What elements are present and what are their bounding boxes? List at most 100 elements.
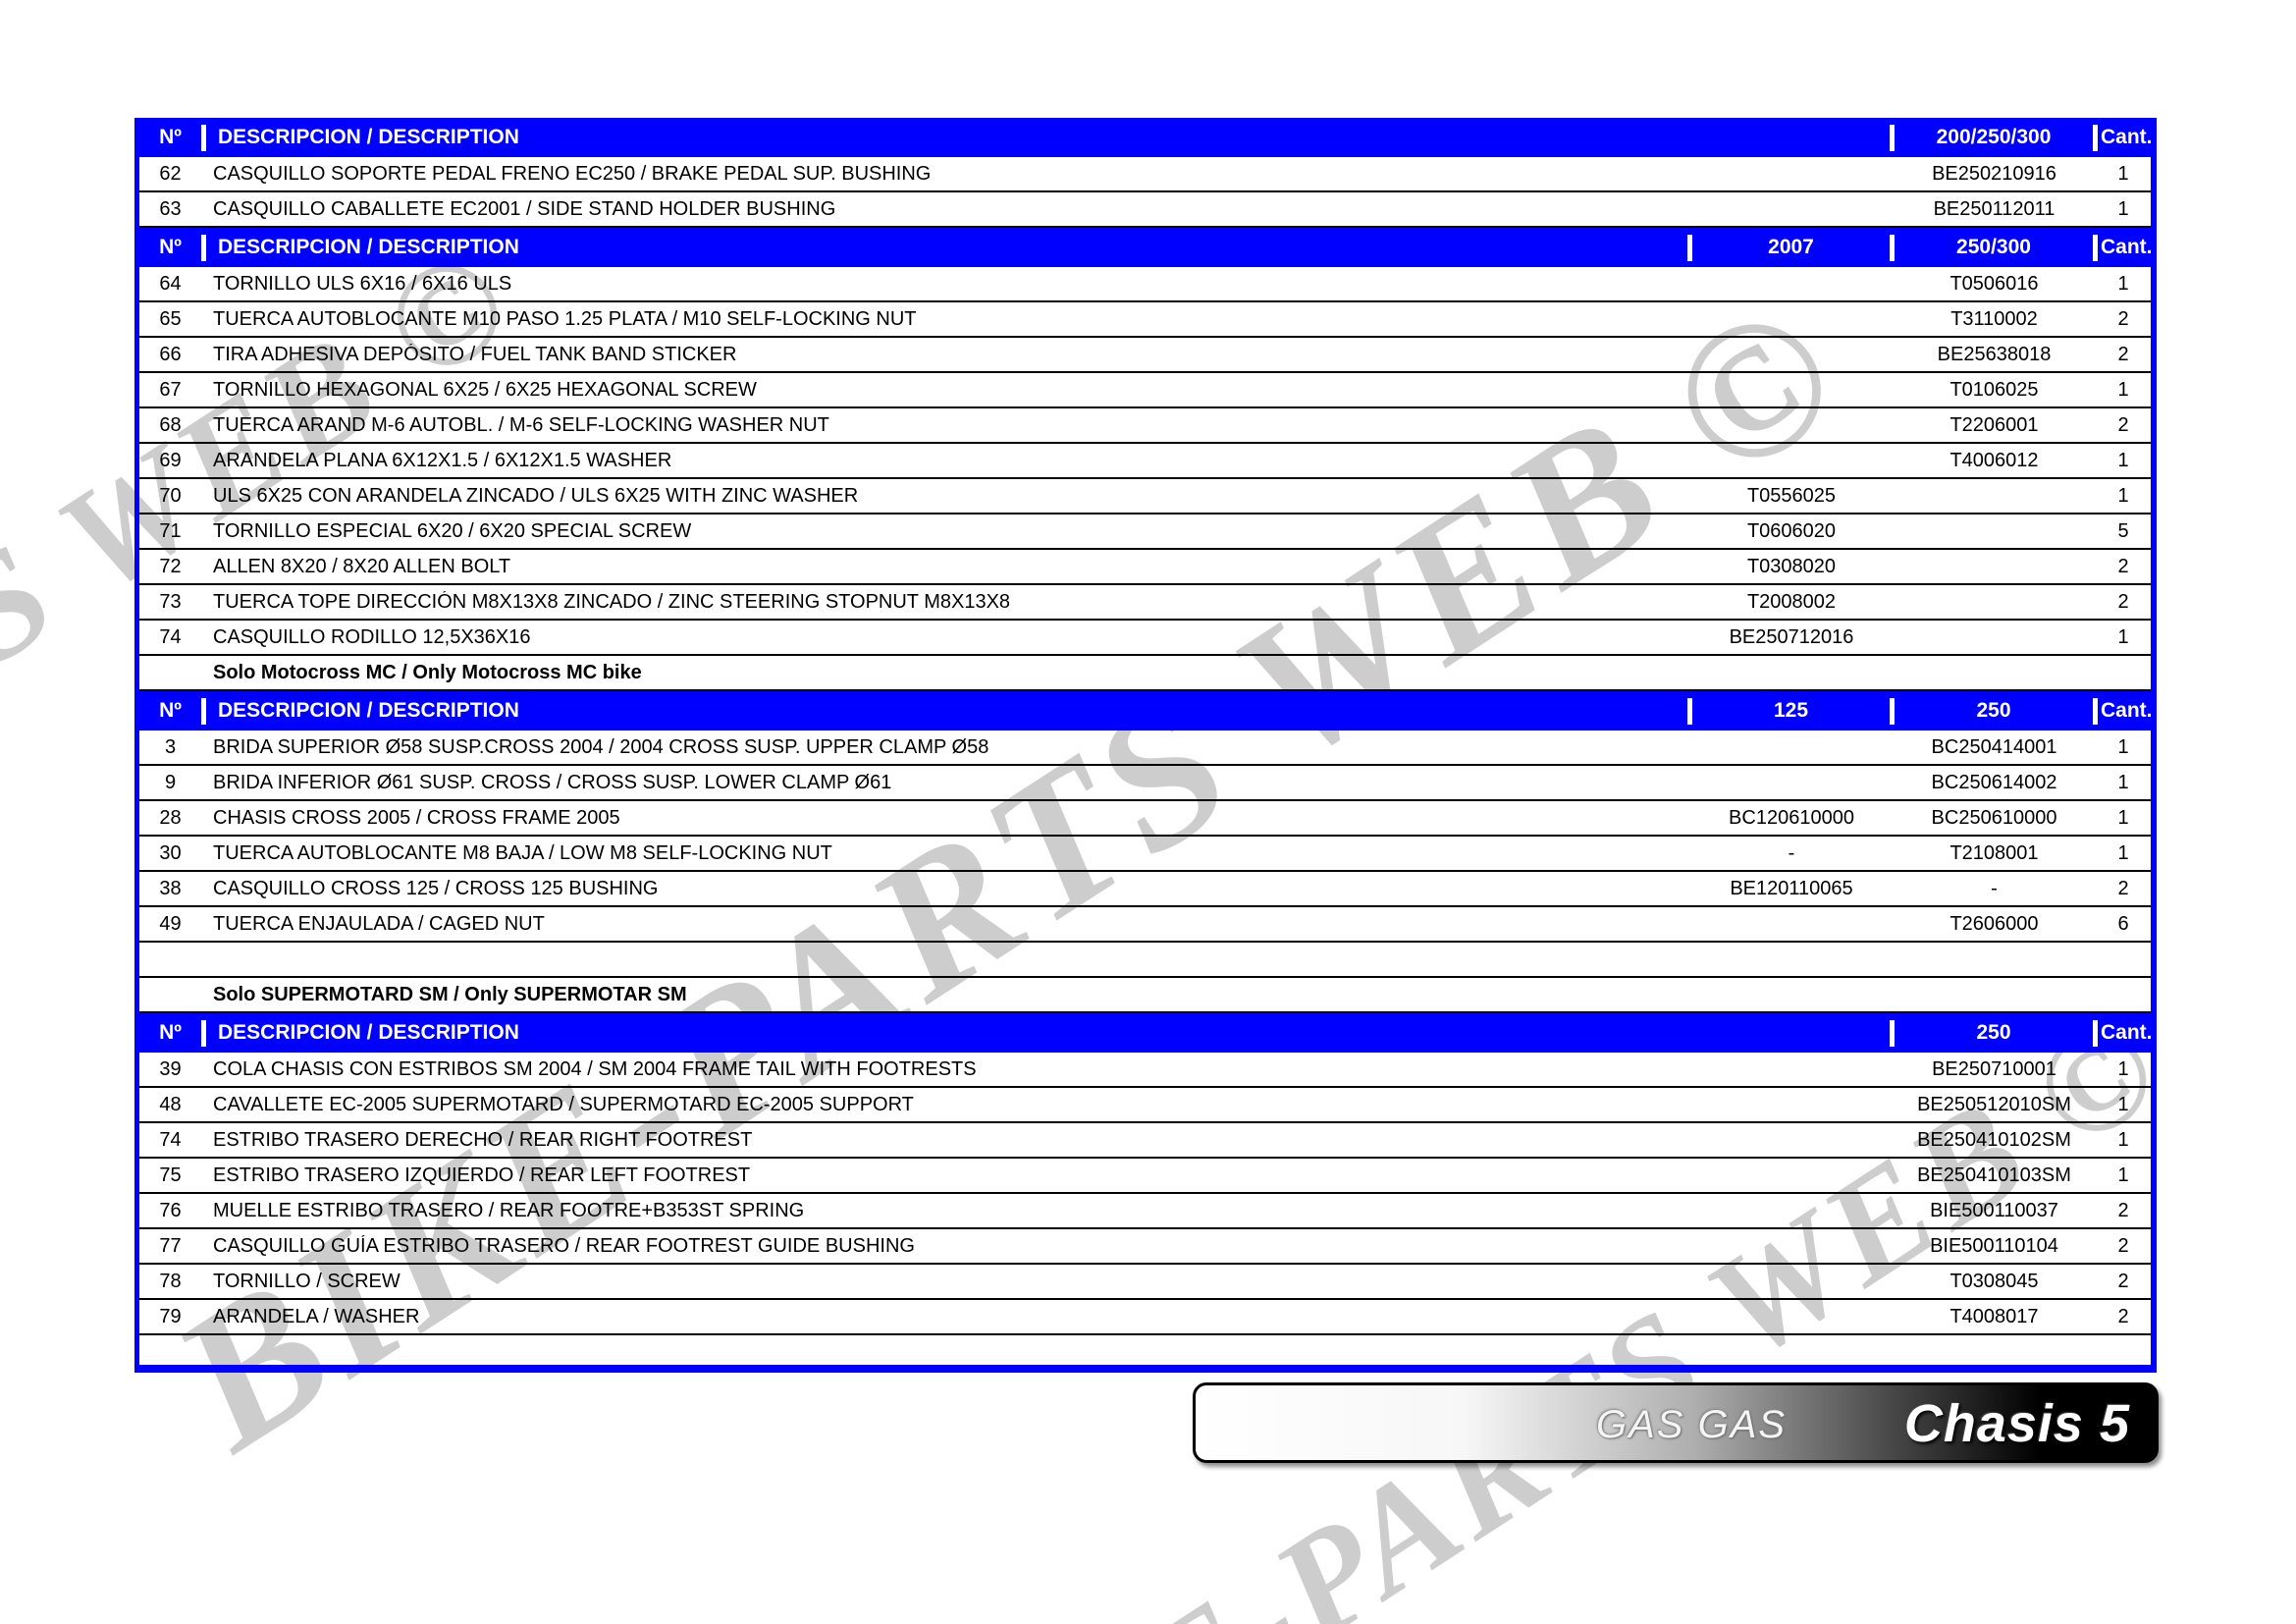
- part-description: TORNILLO ESPECIAL 6X20 / 6X20 SPECIAL SC…: [213, 519, 692, 542]
- part-description: TORNILLO / SCREW: [213, 1270, 400, 1292]
- part-ref-number: 39: [159, 1057, 182, 1080]
- header-number-label: Nº: [159, 236, 182, 258]
- table-row: 76 MUELLE ESTRIBO TRASERO / REAR FOOTRE+B…: [139, 1194, 2151, 1229]
- part-quantity: 2: [2117, 1270, 2129, 1292]
- header-separator-tick: [1890, 1019, 1895, 1047]
- part-ref-number: 68: [159, 413, 182, 436]
- part-ref-number: 67: [159, 378, 182, 401]
- header-model-column-label: 200/250/300: [1936, 126, 2052, 148]
- header-separator-tick: [1687, 697, 1692, 725]
- part-description: CASQUILLO SOPORTE PEDAL FRENO EC250 / BR…: [213, 162, 932, 185]
- part-ref-number: 49: [159, 912, 182, 935]
- part-description: ALLEN 8X20 / 8X20 ALLEN BOLT: [213, 555, 511, 577]
- part-description: ESTRIBO TRASERO DERECHO / REAR RIGHT FOO…: [213, 1128, 753, 1151]
- table-header-row: Nº DESCRIPCION / DESCRIPTION 2007 250/300 Ca…: [139, 228, 2153, 267]
- part-ref-number: 9: [164, 771, 177, 793]
- header-quantity-label: Cant.: [2101, 1021, 2153, 1044]
- part-number-col2: T0106025: [1949, 378, 2039, 401]
- part-description: CHASIS CROSS 2005 / CROSS FRAME 2005: [213, 806, 620, 829]
- part-ref-number: 76: [159, 1199, 182, 1221]
- header-description-label: DESCRIPCION / DESCRIPTION: [218, 236, 519, 258]
- part-quantity: 2: [2117, 1199, 2129, 1221]
- part-ref-number: 72: [159, 555, 182, 577]
- part-quantity: 2: [2117, 590, 2129, 613]
- header-model-column-label: 250/300: [1956, 236, 2031, 258]
- header-separator-tick: [2093, 124, 2098, 151]
- part-description: TUERCA ENJAULADA / CAGED NUT: [213, 912, 545, 935]
- table-row: 69 ARANDELA PLANA 6X12X1.5 / 6X12X1.5 WAS…: [139, 444, 2151, 479]
- part-description: ESTRIBO TRASERO IZQUIERDO / REAR LEFT FO…: [213, 1164, 751, 1186]
- part-number-col2: BE250112011: [1933, 197, 2056, 220]
- part-description: TUERCA ARAND M-6 AUTOBL. / M-6 SELF-LOCK…: [213, 413, 829, 436]
- part-number-col2: T0506016: [1949, 272, 2039, 295]
- part-description: CASQUILLO RODILLO 12,5X36X16: [213, 625, 531, 648]
- table-header-row: Nº DESCRIPCION / DESCRIPTION 200/250/300 Ca…: [139, 118, 2153, 157]
- part-quantity: 1: [2117, 1093, 2129, 1115]
- part-quantity: 2: [2117, 1305, 2129, 1327]
- part-description: CAVALLETE EC-2005 SUPERMOTARD / SUPERMOT…: [213, 1093, 914, 1115]
- part-number-col2: BE250210916: [1932, 162, 2056, 185]
- part-description: CASQUILLO CABALLETE EC2001 / SIDE STAND …: [213, 197, 836, 220]
- part-quantity: 2: [2117, 413, 2129, 436]
- header-separator-tick: [201, 1019, 206, 1047]
- table-row: 77 CASQUILLO GUÍA ESTRIBO TRASERO / REAR …: [139, 1229, 2151, 1265]
- table-row: 74 CASQUILLO RODILLO 12,5X36X16 BE25071201…: [139, 621, 2151, 656]
- part-ref-number: 78: [159, 1270, 182, 1292]
- part-number-col2: BC250610000: [1931, 806, 2057, 829]
- part-number-col1: T0606020: [1746, 519, 1837, 542]
- part-number-col1: T0308020: [1746, 555, 1837, 577]
- table-header-row: Nº DESCRIPCION / DESCRIPTION 250 Cant.: [139, 1013, 2153, 1053]
- header-model-column-label: 2007: [1768, 236, 1814, 258]
- part-description: MUELLE ESTRIBO TRASERO / REAR FOOTRE+B35…: [213, 1199, 805, 1221]
- part-quantity: 1: [2117, 1164, 2129, 1186]
- part-ref-number: 70: [159, 484, 182, 507]
- header-model-column-label: 250: [1976, 699, 2011, 722]
- part-quantity: 1: [2117, 735, 2129, 758]
- part-ref-number: 79: [159, 1305, 182, 1327]
- table-row: 71 TORNILLO ESPECIAL 6X20 / 6X20 SPECIAL …: [139, 514, 2151, 550]
- header-number-label: Nº: [159, 126, 182, 148]
- section-note-row: Solo Motocross MC / Only Motocross MC bi…: [139, 656, 2151, 691]
- part-number-col1: T2008002: [1746, 590, 1837, 613]
- part-description: CASQUILLO GUÍA ESTRIBO TRASERO / REAR FO…: [213, 1234, 915, 1257]
- header-model-column-label: 250: [1976, 1021, 2011, 1044]
- empty-row: [139, 943, 2151, 978]
- table-bottom-border: [139, 1365, 2151, 1373]
- part-number-col2: BC250414001: [1931, 735, 2057, 758]
- header-separator-tick: [2093, 234, 2098, 261]
- part-ref-number: 75: [159, 1164, 182, 1186]
- table-row: 70 ULS 6X25 CON ARANDELA ZINCADO / ULS 6X…: [139, 479, 2151, 514]
- part-description: TORNILLO ULS 6X16 / 6X16 ULS: [213, 272, 512, 295]
- header-separator-tick: [201, 697, 206, 725]
- table-row: 74 ESTRIBO TRASERO DERECHO / REAR RIGHT F…: [139, 1123, 2151, 1159]
- table-row: 78 TORNILLO / SCREW T0308045 2: [139, 1265, 2151, 1300]
- part-number-col1: -: [1788, 841, 1795, 864]
- part-quantity: 2: [2117, 555, 2129, 577]
- part-quantity: 2: [2117, 343, 2129, 365]
- header-number-label: Nº: [159, 699, 182, 722]
- part-description: ARANDELA / WASHER: [213, 1305, 420, 1327]
- header-quantity-label: Cant.: [2101, 126, 2153, 148]
- part-ref-number: 74: [159, 625, 182, 648]
- table-row: 72 ALLEN 8X20 / 8X20 ALLEN BOLT T0308020 2: [139, 550, 2151, 585]
- header-separator-tick: [2093, 1019, 2098, 1047]
- header-separator-tick: [201, 234, 206, 261]
- part-quantity: 1: [2117, 484, 2129, 507]
- table-header-row: Nº DESCRIPCION / DESCRIPTION 125 250 Cant.: [139, 691, 2153, 731]
- part-description: TUERCA TOPE DIRECCIÓN M8X13X8 ZINCADO / …: [213, 590, 1011, 613]
- part-number-col2: T0308045: [1949, 1270, 2039, 1292]
- table-row: 62 CASQUILLO SOPORTE PEDAL FRENO EC250 / …: [139, 157, 2151, 192]
- header-separator-tick: [201, 124, 206, 151]
- part-quantity: 1: [2117, 841, 2129, 864]
- part-ref-number: 38: [159, 877, 182, 899]
- part-description: ARANDELA PLANA 6X12X1.5 / 6X12X1.5 WASHE…: [213, 449, 672, 471]
- header-model-column-label: 125: [1773, 699, 1809, 722]
- header-quantity-label: Cant.: [2101, 699, 2153, 722]
- part-description: BRIDA SUPERIOR Ø58 SUSP.CROSS 2004 / 200…: [213, 735, 989, 758]
- table-row: 9 BRIDA INFERIOR Ø61 SUSP. CROSS / CROSS …: [139, 766, 2151, 801]
- part-ref-number: 73: [159, 590, 182, 613]
- empty-row: [139, 1335, 2151, 1365]
- part-ref-number: 30: [159, 841, 182, 864]
- part-description: BRIDA INFERIOR Ø61 SUSP. CROSS / CROSS S…: [213, 771, 892, 793]
